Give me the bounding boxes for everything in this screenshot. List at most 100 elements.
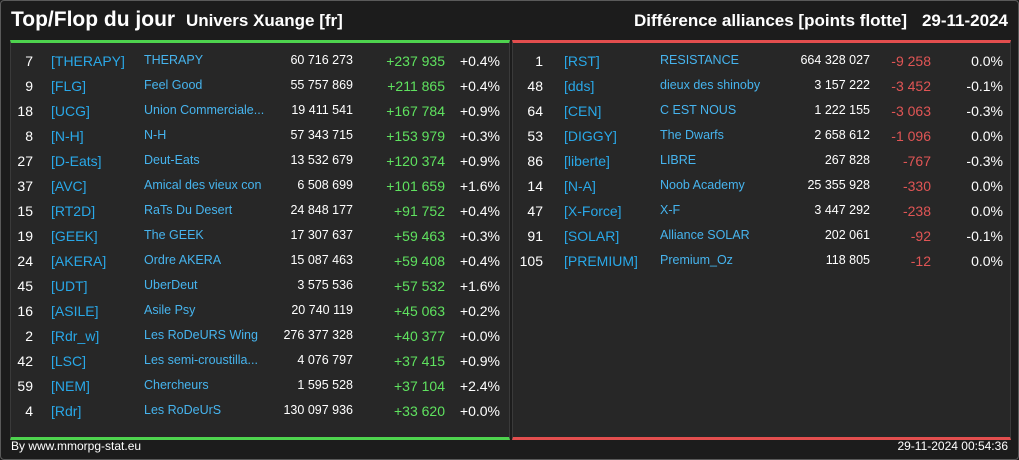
alliance-tag-link[interactable]: [X-Force] — [564, 203, 622, 219]
diff-cell: +57 532 — [394, 278, 445, 294]
percent-cell: -0.3% — [966, 103, 1003, 119]
page-title: Top/Flop du jour — [11, 8, 176, 31]
alliance-tag-link[interactable]: [N-A] — [564, 178, 596, 194]
alliance-tag-link[interactable]: [RT2D] — [51, 203, 96, 219]
alliance-name-link[interactable]: THERAPY — [144, 53, 204, 67]
percent-cell: 0.0% — [971, 203, 1003, 219]
flop-row: 53 [DIGGY] The Dwarfs 2 658 612 -1 096 0.0% — [513, 124, 1010, 149]
diff-cell: -330 — [902, 178, 931, 194]
alliance-tag-link[interactable]: [CEN] — [564, 103, 602, 119]
alliance-tag-link[interactable]: [AKERA] — [51, 253, 107, 269]
rank-cell: 2 — [25, 328, 33, 344]
alliance-name-link[interactable]: C EST NOUS — [660, 103, 737, 117]
alliance-tag-link[interactable]: [ASILE] — [51, 303, 99, 319]
diff-cell: +91 752 — [394, 203, 445, 219]
points-cell: 130 097 936 — [283, 403, 353, 417]
alliance-name-link[interactable]: UberDeut — [144, 278, 198, 292]
alliance-tag-link[interactable]: [N-H] — [51, 128, 84, 144]
rank-cell: 16 — [17, 303, 33, 319]
points-cell: 15 087 463 — [290, 253, 353, 267]
rank-cell: 64 — [527, 103, 543, 119]
rank-cell: 4 — [25, 403, 33, 419]
top-row: 15 [RT2D] RaTs Du Desert 24 848 177 +91 752 +… — [11, 199, 509, 224]
points-cell: 276 377 328 — [283, 328, 353, 342]
alliance-tag-link[interactable]: [liberte] — [564, 153, 610, 169]
alliance-name-link[interactable]: Alliance SOLAR — [660, 228, 750, 242]
percent-cell: +0.9% — [459, 103, 500, 119]
percent-cell: -0.3% — [966, 153, 1003, 169]
rank-cell: 48 — [527, 78, 543, 94]
alliance-tag-link[interactable]: [dds] — [564, 78, 595, 94]
percent-cell: +1.6% — [459, 278, 500, 294]
alliance-name-link[interactable]: Amical des vieux con — [144, 178, 262, 192]
alliance-tag-link[interactable]: [Rdr_w] — [51, 328, 100, 344]
alliance-tag-link[interactable]: [DIGGY] — [564, 128, 617, 144]
section-title: Différence alliances [points flotte] — [634, 11, 907, 30]
diff-cell: -92 — [910, 228, 931, 244]
alliance-name-link[interactable]: X-F — [660, 203, 681, 217]
rank-cell: 19 — [17, 228, 33, 244]
percent-cell: +0.4% — [459, 53, 500, 69]
top-panel: 7 [THERAPY] THERAPY 60 716 273 +237 935 +0.4%… — [10, 40, 510, 440]
rank-cell: 14 — [527, 178, 543, 194]
diff-cell: -3 063 — [891, 103, 931, 119]
flop-row: 64 [CEN] C EST NOUS 1 222 155 -3 063 -0.3% — [513, 99, 1010, 124]
alliance-tag-link[interactable]: [D-Eats] — [51, 153, 102, 169]
points-cell: 20 740 119 — [291, 303, 353, 317]
diff-cell: +37 415 — [394, 353, 445, 369]
alliance-name-link[interactable]: RESISTANCE — [660, 53, 739, 67]
flop-row: 105 [PREMIUM] Premium_Oz 118 805 -12 0.0% — [513, 249, 1010, 274]
points-cell: 267 828 — [824, 153, 870, 167]
alliance-name-link[interactable]: Union Commerciale... — [144, 103, 265, 117]
alliance-name-link[interactable]: Premium_Oz — [660, 253, 733, 267]
alliance-name-link[interactable]: Les RoDeUrS — [144, 403, 222, 417]
alliance-tag-link[interactable]: [NEM] — [51, 378, 90, 394]
flop-row: 1 [RST] RESISTANCE 664 328 027 -9 258 0.0% — [513, 49, 1010, 74]
alliance-tag-link[interactable]: [AVC] — [51, 178, 87, 194]
footer-timestamp: 29-11-2024 00:54:36 — [897, 439, 1008, 453]
alliance-tag-link[interactable]: [RST] — [564, 53, 600, 69]
alliance-name-link[interactable]: Asile Psy — [144, 303, 196, 317]
rank-cell: 86 — [527, 153, 543, 169]
rank-cell: 15 — [17, 203, 33, 219]
alliance-tag-link[interactable]: [FLG] — [51, 78, 87, 94]
diff-cell: -238 — [902, 203, 931, 219]
points-cell: 57 343 715 — [290, 128, 353, 142]
alliance-name-link[interactable]: Feel Good — [144, 78, 203, 92]
alliance-tag-link[interactable]: [PREMIUM] — [564, 253, 638, 269]
alliance-name-link[interactable]: Deut-Eats — [144, 153, 200, 167]
universe-label: Univers Xuange [fr] — [186, 11, 343, 30]
diff-cell: +59 408 — [394, 253, 445, 269]
alliance-tag-link[interactable]: [UCG] — [51, 103, 90, 119]
alliance-name-link[interactable]: The GEEK — [144, 228, 204, 242]
alliance-name-link[interactable]: Chercheurs — [144, 378, 209, 392]
alliance-name-link[interactable]: The Dwarfs — [660, 128, 724, 142]
diff-cell: +120 374 — [386, 153, 445, 169]
top-row: 37 [AVC] Amical des vieux con 6 508 699 +101… — [11, 174, 509, 199]
alliance-tag-link[interactable]: [SOLAR] — [564, 228, 620, 244]
alliance-tag-link[interactable]: [THERAPY] — [51, 53, 125, 69]
alliance-tag-link[interactable]: [LSC] — [51, 353, 87, 369]
diff-cell: +45 063 — [394, 303, 445, 319]
alliance-name-link[interactable]: LIBRE — [660, 153, 697, 167]
percent-cell: 0.0% — [971, 253, 1003, 269]
alliance-name-link[interactable]: Ordre AKERA — [144, 253, 222, 267]
alliance-tag-link[interactable]: [GEEK] — [51, 228, 98, 244]
alliance-name-link[interactable]: dieux des shinoby — [660, 78, 761, 92]
percent-cell: +0.2% — [459, 303, 500, 319]
alliance-tag-link[interactable]: [UDT] — [51, 278, 88, 294]
diff-cell: -3 452 — [891, 78, 931, 94]
alliance-name-link[interactable]: Les semi-croustilla... — [144, 353, 258, 367]
top-row: 4 [Rdr] Les RoDeUrS 130 097 936 +33 620 +0.0% — [11, 399, 509, 424]
alliance-name-link[interactable]: N-H — [144, 128, 167, 142]
top-row: 16 [ASILE] Asile Psy 20 740 119 +45 063 +0.2% — [11, 299, 509, 324]
source-credit[interactable]: By www.mmorpg-stat.eu — [11, 439, 142, 453]
top-row: 27 [D-Eats] Deut-Eats 13 532 679 +120 374 +0.… — [11, 149, 509, 174]
points-cell: 25 355 928 — [807, 178, 870, 192]
percent-cell: +0.4% — [459, 253, 500, 269]
alliance-name-link[interactable]: Les RoDeURS Wing — [144, 328, 258, 342]
alliance-name-link[interactable]: RaTs Du Desert — [144, 203, 233, 217]
diff-cell: -12 — [910, 253, 931, 269]
alliance-name-link[interactable]: Noob Academy — [660, 178, 745, 192]
alliance-tag-link[interactable]: [Rdr] — [51, 403, 82, 419]
